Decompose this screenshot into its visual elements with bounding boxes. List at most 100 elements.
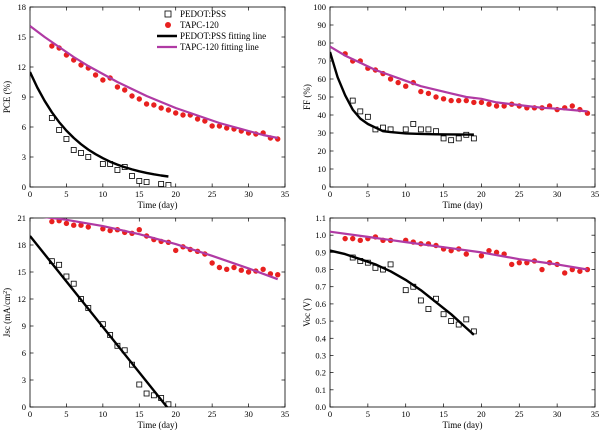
x-axis-label: Time (day) — [138, 200, 178, 210]
tapc-120-point — [395, 79, 401, 86]
pedot-pss-point — [410, 121, 417, 127]
pedot-pss-point — [470, 135, 477, 142]
legend-label: PEDOT:PSS fitting line — [180, 31, 266, 41]
y-tick-label: 0.3 — [315, 350, 326, 360]
x-tick-label: 10 — [99, 189, 108, 199]
pedot-pss-point — [425, 306, 432, 312]
tapc-120-point — [501, 103, 507, 109]
pedot-pss-point — [440, 135, 447, 142]
plot-frame — [329, 217, 596, 408]
panel-voc: 0 5 10 15 20 25 30 35 0.0 0.1 0.2 0.3 0.4 0.5 0.6 0.7 0.… — [302, 213, 599, 430]
tapc-120-point — [448, 97, 454, 104]
y-tick-label: 21 — [18, 213, 27, 223]
x-tick-label: 15 — [439, 189, 448, 199]
pedot-pss-point — [433, 128, 439, 135]
x-tick-label: 10 — [99, 409, 108, 419]
pedot-pss-point — [85, 154, 92, 160]
pedot-pss-point — [448, 137, 455, 144]
y-tick-label: 0.8 — [315, 265, 326, 275]
y-tick-label: 12 — [18, 62, 27, 72]
tapc-120-point — [486, 247, 492, 254]
y-tick-label: 1.1 — [315, 213, 326, 223]
tapc-120-point — [342, 235, 348, 242]
y-tick-label: 0.4 — [315, 333, 326, 343]
pedot-pss-point — [136, 381, 143, 388]
tapc-120-fit-line — [330, 230, 588, 271]
x-tick-label: 10 — [401, 409, 410, 419]
tapc-120-point — [78, 62, 84, 68]
x-tick-label: 30 — [553, 409, 562, 419]
pedot-pss-point — [114, 167, 121, 173]
x-tick-label: 20 — [477, 409, 486, 419]
tapc-120-point — [165, 107, 172, 113]
pedot-pss-point — [70, 147, 77, 153]
y-tick-label: 0 — [322, 182, 326, 192]
tapc-120-point — [202, 118, 208, 124]
y-tick-label: 15 — [18, 32, 27, 42]
tapc-120-point — [107, 227, 113, 234]
pedot-pss-fit-line — [330, 249, 475, 336]
pedot-pss-point — [448, 318, 455, 324]
tapc-120-fit-line — [330, 45, 588, 113]
y-tick-label: 0 — [22, 182, 26, 192]
y-tick-label: 50 — [318, 92, 327, 102]
y-tick-label: 1.0 — [315, 230, 326, 240]
tapc-120-point — [143, 101, 150, 107]
x-tick-label: 25 — [208, 409, 217, 419]
pedot-pss-point — [425, 126, 432, 133]
x-axis-label: Time (day) — [443, 200, 483, 210]
pedot-pss-point — [56, 261, 63, 268]
tapc-120-point — [216, 123, 223, 129]
tapc-120-fit-line — [30, 25, 278, 140]
y-tick-label: 9 — [22, 321, 26, 331]
x-tick-label: 30 — [244, 189, 253, 199]
pedot-pss-point — [48, 115, 55, 121]
x-tick-label: 35 — [281, 189, 290, 199]
tapc-120-point — [224, 125, 230, 131]
x-tick-label: 30 — [553, 189, 562, 199]
y-axis-label: FF (%) — [302, 84, 312, 110]
pedot-pss-point — [56, 127, 63, 133]
tapc-120-point — [516, 259, 522, 266]
x-tick-label: 35 — [591, 189, 600, 199]
tapc-120-point — [357, 237, 363, 244]
tapc-120-point — [463, 97, 469, 104]
y-tick-label: 3 — [22, 152, 26, 162]
y-tick-label: 0.9 — [315, 247, 326, 257]
tapc-120-point — [216, 264, 223, 271]
tapc-120-point — [209, 123, 215, 129]
tapc-120-point — [238, 267, 244, 273]
pedot-pss-point — [364, 113, 371, 120]
x-tick-label: 20 — [171, 189, 180, 199]
tapc-120-point — [478, 99, 485, 106]
x-tick-label: 10 — [401, 189, 410, 199]
legend-label: TAPC-120 fitting line — [180, 42, 259, 52]
pedot-pss-point — [63, 136, 70, 142]
tapc-120-point — [569, 103, 575, 109]
y-axis-label: Voc (V) — [302, 298, 312, 327]
y-tick-label: 12 — [18, 294, 27, 304]
legend-symbol-tapc-120 — [165, 22, 171, 28]
tapc-120-point — [231, 264, 237, 271]
tapc-120-point — [539, 266, 545, 273]
pedot-pss-point — [387, 261, 394, 268]
panel-pce: 0 5 10 15 20 25 30 35 0 3 6 9 12 15 18 Time (day) PCE (%… — [2, 2, 289, 210]
pedot-pss-fit-line — [30, 235, 169, 407]
tapc-120-fit-line — [42, 218, 279, 281]
y-tick-label: 90 — [318, 20, 327, 30]
x-tick-label: 5 — [366, 409, 370, 419]
y-tick-label: 0.1 — [315, 385, 326, 395]
tapc-120-point — [173, 247, 179, 254]
tapc-120-point — [245, 269, 252, 275]
tapc-120-point — [493, 249, 500, 256]
pedot-pss-point — [440, 311, 447, 318]
tapc-120-point — [78, 222, 84, 228]
y-tick-label: 0.5 — [315, 316, 326, 326]
tapc-120-point — [173, 110, 179, 116]
tapc-120-point — [114, 84, 121, 90]
x-tick-label: 0 — [328, 189, 332, 199]
pedot-pss-point — [165, 182, 172, 187]
data-area — [330, 230, 591, 336]
tapc-120-point — [260, 266, 266, 272]
